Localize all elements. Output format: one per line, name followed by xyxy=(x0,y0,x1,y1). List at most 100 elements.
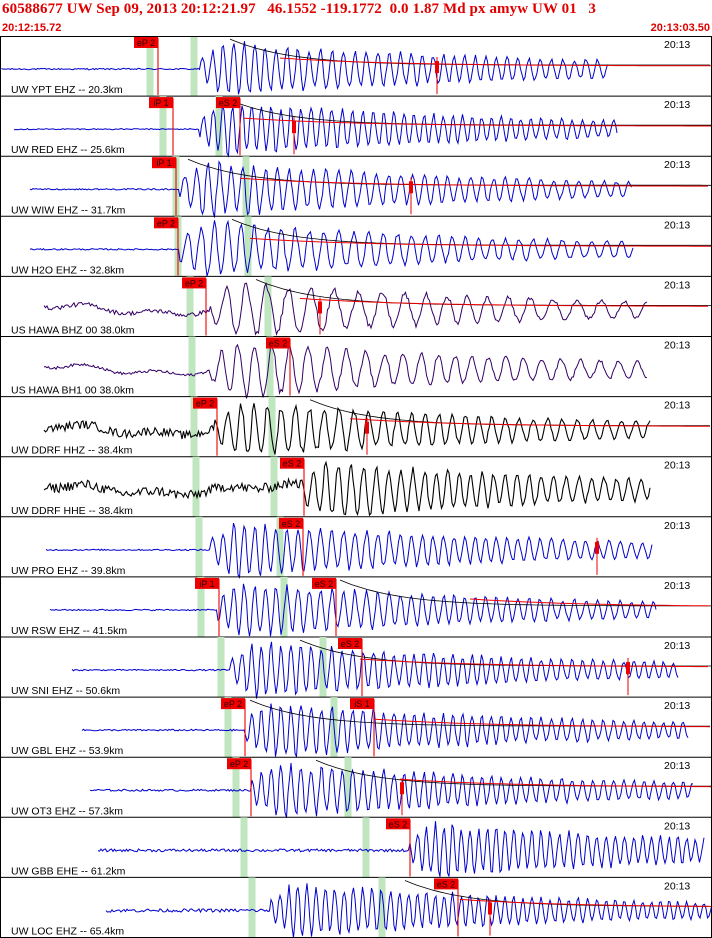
minute-label: 20:13 xyxy=(664,760,690,772)
station-label: UW H2O EHZ -- 32.8km xyxy=(11,264,124,276)
station-label: US HAWA BHZ 00 38.0km xyxy=(11,325,135,337)
coda-fit-line xyxy=(373,718,711,728)
phase-pick-label: eS 2 xyxy=(282,519,301,529)
station-label: UW LOC EHZ -- 65.4km xyxy=(11,926,124,938)
predicted-phase-bar xyxy=(186,276,194,337)
phase-pick-box xyxy=(193,397,217,409)
predicted-phase-bar xyxy=(362,817,370,878)
phase-pick-box xyxy=(280,457,304,469)
station-label: UW DDRF HHZ -- 38.4km xyxy=(11,445,133,457)
predicted-phase-bar xyxy=(319,637,327,698)
phase-pick-box xyxy=(434,878,458,890)
coda-fit-line xyxy=(279,57,712,67)
phase-pick-box xyxy=(312,577,336,589)
minute-label: 20:13 xyxy=(664,39,690,51)
event-title: 60588677 UW Sep 09, 2013 20:12:21.97 46.… xyxy=(2,1,596,17)
minute-label: 20:13 xyxy=(664,580,690,592)
phase-pick-box xyxy=(350,698,374,710)
waveform-trace xyxy=(43,343,648,399)
station-label: UW DDRF HHE -- 38.4km xyxy=(11,505,133,517)
station-label: UW GBL EHZ -- 53.9km xyxy=(11,745,123,757)
minute-label: 20:13 xyxy=(664,520,690,532)
phase-pick-box xyxy=(152,157,176,169)
coda-fit-line xyxy=(299,298,708,307)
phase-pick-label: eS 2 xyxy=(283,459,302,469)
predicted-phase-bar xyxy=(146,36,154,97)
coda-fit-line xyxy=(399,778,712,788)
predicted-phase-bar xyxy=(276,516,284,577)
predicted-phase-bar xyxy=(190,396,198,457)
coda-fit-line xyxy=(349,418,711,427)
minute-label: 20:13 xyxy=(664,159,690,171)
phase-pick-box xyxy=(149,97,173,109)
phase-pick-label: eS 2 xyxy=(437,879,456,889)
predicted-phase-bar xyxy=(190,36,198,97)
station-label: UW GBB EHE -- 61.2km xyxy=(11,865,126,877)
phase-pick-label: eS 2 xyxy=(219,98,238,108)
phase-pick-label: iP 1 xyxy=(199,579,214,589)
coda-fit-line xyxy=(459,899,712,907)
predicted-phase-bar xyxy=(344,757,352,818)
phase-pick-box xyxy=(182,277,206,289)
predicted-phase-bar xyxy=(242,156,250,217)
station-label: UW RSW EHZ -- 41.5km xyxy=(11,625,127,637)
seismogram-panel: eP 2 UW YPT EHZ -- 20.3km 20:13 iP 1 eS 2 UW … xyxy=(0,36,712,938)
amplitude-marker-tick xyxy=(318,301,322,314)
phase-pick-box xyxy=(134,37,158,48)
waveform-trace xyxy=(13,105,618,158)
waveform-trace xyxy=(71,641,679,699)
phase-pick-label: eP 2 xyxy=(224,699,242,709)
phase-pick-label: iS 1 xyxy=(354,699,370,709)
predicted-phase-bar xyxy=(264,276,272,337)
predicted-phase-bar xyxy=(217,637,225,698)
coda-curve xyxy=(255,279,712,306)
amplitude-marker-tick xyxy=(365,421,369,434)
coda-fit-line xyxy=(359,658,708,668)
phase-pick-label: eS 2 xyxy=(315,579,334,589)
phase-pick-label: eS 2 xyxy=(341,639,360,649)
phase-pick-box xyxy=(195,577,219,589)
phase-pick-label: eP 2 xyxy=(196,399,214,409)
coda-curve xyxy=(339,579,712,607)
waveform-trace xyxy=(43,460,651,517)
amplitude-marker-tick xyxy=(626,662,630,675)
phase-pick-label: iP 1 xyxy=(156,158,171,168)
phase-pick-label: eP 2 xyxy=(185,278,203,288)
waveform-trace xyxy=(29,160,632,218)
phase-pick-label: eP 2 xyxy=(137,38,155,48)
amplitude-marker-tick xyxy=(292,121,296,134)
minute-label: 20:13 xyxy=(664,400,690,412)
phase-pick-box xyxy=(279,517,303,529)
phase-pick-box xyxy=(216,97,240,109)
minute-label: 20:13 xyxy=(664,700,690,712)
predicted-phase-bar xyxy=(159,96,167,157)
minute-label: 20:13 xyxy=(664,219,690,231)
phase-pick-label: iP 1 xyxy=(153,98,168,108)
amplitude-marker-tick xyxy=(435,61,439,74)
station-label: UW SNI EHZ -- 50.6km xyxy=(11,685,120,697)
waveform-trace xyxy=(1,41,608,95)
minute-label: 20:13 xyxy=(664,880,690,892)
predicted-phase-bar xyxy=(266,336,274,397)
predicted-phase-bar xyxy=(232,757,240,818)
station-label: UW WIW EHZ -- 31.7km xyxy=(11,204,126,216)
minute-label: 20:13 xyxy=(664,279,690,291)
predicted-phase-bar xyxy=(192,456,200,517)
phase-pick-box xyxy=(338,638,362,649)
phase-pick-box xyxy=(386,818,410,830)
phase-pick-label: eS 2 xyxy=(389,819,408,829)
window-start-time: 20:12:15.72 xyxy=(2,22,62,34)
phase-pick-label: eP 2 xyxy=(157,218,175,228)
predicted-phase-bar xyxy=(248,877,256,938)
coda-fit-line xyxy=(243,117,712,127)
coda-fit-line xyxy=(469,598,711,607)
coda-fit-line xyxy=(249,237,712,247)
waveform-trace xyxy=(81,703,689,757)
waveform-trace xyxy=(43,282,648,336)
phase-pick-label: eS 2 xyxy=(269,339,288,349)
station-label: UW OT3 EHZ -- 57.3km xyxy=(11,805,123,817)
minute-label: 20:13 xyxy=(664,640,690,652)
amplitude-marker-tick xyxy=(400,782,404,795)
station-label: UW PRO EHZ -- 39.8km xyxy=(11,565,126,577)
waveform-trace xyxy=(29,219,634,277)
